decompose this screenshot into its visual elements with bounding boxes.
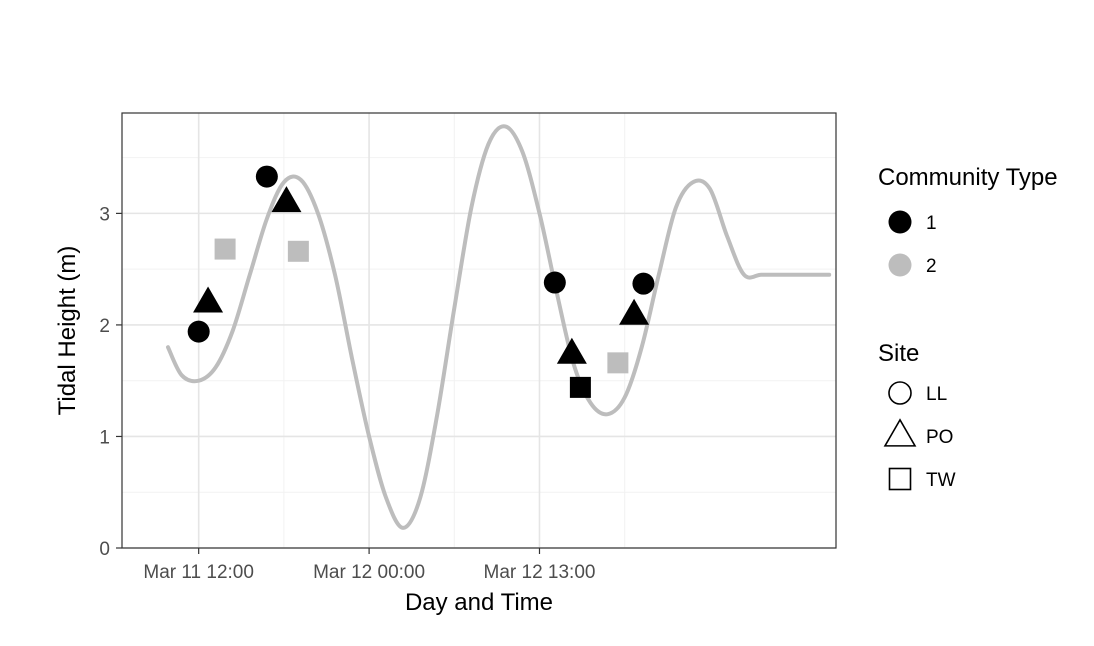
y-tick-label: 3 xyxy=(99,204,110,225)
legend-label-site: TW xyxy=(926,470,956,491)
data-point-ll-type-1 xyxy=(187,320,210,343)
y-tick-label: 2 xyxy=(99,316,110,337)
data-point-ll-type-1 xyxy=(632,272,655,295)
legend-items: 1 2 LL PO TW xyxy=(883,210,956,491)
legend-key-community-type-2 xyxy=(888,253,912,277)
panel-border xyxy=(121,112,837,549)
legend: Community Type Site 1 2 LL PO TW xyxy=(878,164,1058,491)
tide-curve xyxy=(166,124,832,530)
y-tick-label: 1 xyxy=(99,427,110,448)
x-tick-label: Mar 11 12:00 xyxy=(143,562,254,583)
x-tick-label: Mar 12 13:00 xyxy=(484,562,596,583)
data-point-po-type-1 xyxy=(271,186,302,213)
y-tick-label: 0 xyxy=(99,539,110,560)
data-point-po-type-1 xyxy=(193,286,224,313)
panel-background xyxy=(122,113,836,548)
legend-label-site: PO xyxy=(926,427,953,448)
data-point-po-type-1 xyxy=(556,337,587,364)
x-axis-title: Day and Time xyxy=(405,589,553,616)
data-points xyxy=(187,165,655,398)
legend-label-community-type: 1 xyxy=(926,213,937,234)
grid-lines xyxy=(122,113,836,549)
data-point-tw-type-2 xyxy=(607,352,629,374)
data-point-ll-type-1 xyxy=(543,271,566,294)
x-tick-label: Mar 12 00:00 xyxy=(313,562,425,583)
legend-key-site-po xyxy=(883,418,917,447)
legend-title-site: Site xyxy=(878,340,919,367)
legend-title-community-type: Community Type xyxy=(878,164,1058,191)
tide-curve-layer xyxy=(166,124,832,530)
data-point-ll-type-1 xyxy=(255,165,278,188)
data-point-po-type-1 xyxy=(619,298,650,325)
legend-key-site-tw xyxy=(888,467,912,491)
data-point-tw-type-2 xyxy=(287,240,309,262)
legend-key-community-type-1 xyxy=(888,210,912,234)
legend-key-site-ll xyxy=(888,381,912,405)
y-axis-title: Tidal Height (m) xyxy=(54,246,81,416)
axes: 0 1 2 3 Mar 11 12:00 Mar 12 00:00 Mar 12 13:00 xyxy=(99,204,595,583)
data-point-tw-type-1 xyxy=(569,376,591,398)
legend-label-site: LL xyxy=(926,384,947,405)
data-point-tw-type-2 xyxy=(214,238,236,260)
legend-label-community-type: 2 xyxy=(926,256,937,277)
